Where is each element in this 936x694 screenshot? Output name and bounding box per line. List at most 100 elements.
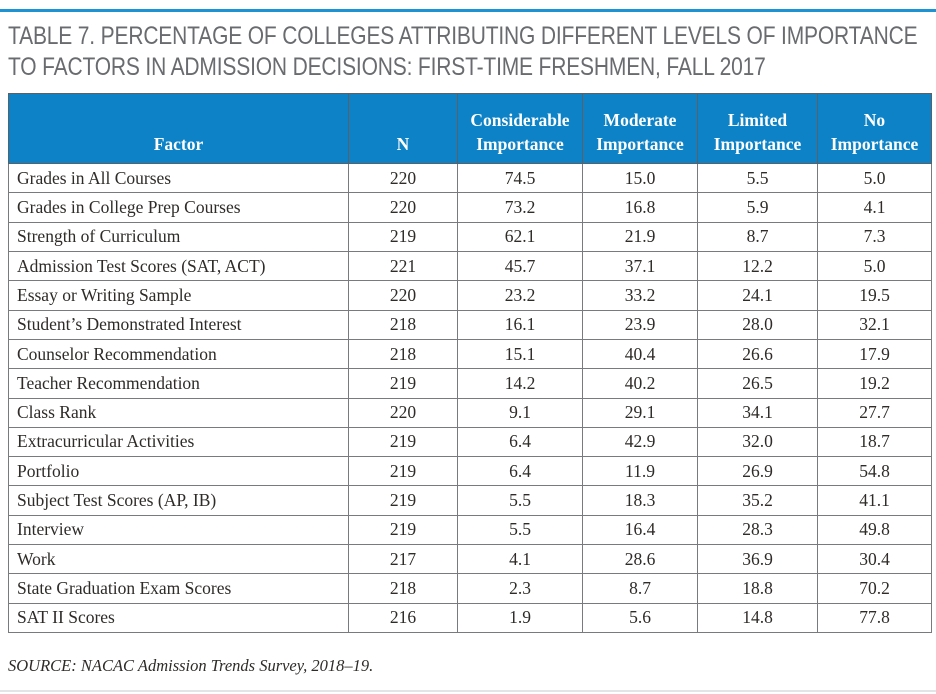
table-row: Extracurricular Activities 219 6.4 42.9 32.0… [8,426,932,458]
bottom-divider [0,690,936,692]
value-cell: 218 [348,338,458,370]
col-header-no-importance: No Importance [817,93,932,164]
value-cell: 26.6 [697,338,818,370]
value-cell: 4.1 [817,192,932,223]
value-cell: 217 [348,544,458,575]
value-cell: 216 [348,602,458,634]
value-cell: 54.8 [817,456,932,487]
value-cell: 12.2 [697,250,818,282]
value-cell: 8.7 [582,573,698,604]
factor-cell: Grades in College Prep Courses [8,192,349,223]
col-header-considerable-importance: Considerable Importance [457,93,583,164]
header-row: Factor N Considerable Importance Moderat… [8,93,932,164]
factor-cell: Essay or Writing Sample [8,280,349,311]
value-cell: 14.8 [697,602,818,634]
col-header-limited-importance: Limited Importance [697,93,818,164]
top-divider [0,9,936,12]
value-cell: 5.5 [697,162,818,194]
table-row: Interview 219 5.5 16.4 28.3 49.8 [8,514,932,546]
value-cell: 15.0 [582,162,698,194]
factor-cell: State Graduation Exam Scores [8,573,349,604]
value-cell: 16.4 [582,514,698,546]
value-cell: 21.9 [582,221,698,252]
value-cell: 19.2 [817,368,932,399]
value-cell: 5.0 [817,250,932,282]
value-cell: 37.1 [582,250,698,282]
value-cell: 7.3 [817,221,932,252]
value-cell: 23.9 [582,309,698,340]
factor-cell: SAT II Scores [8,602,349,634]
value-cell: 40.4 [582,338,698,370]
value-cell: 73.2 [457,192,583,223]
value-cell: 220 [348,280,458,311]
col-header-moderate-importance: Moderate Importance [582,93,698,164]
value-cell: 34.1 [697,397,818,428]
value-cell: 218 [348,309,458,340]
value-cell: 5.6 [582,602,698,634]
value-cell: 6.4 [457,456,583,487]
factor-cell: Work [8,544,349,575]
value-cell: 23.2 [457,280,583,311]
factor-cell: Subject Test Scores (AP, IB) [8,485,349,516]
table-title-line2: TO FACTORS IN ADMISSION DECISIONS: FIRST… [8,53,766,81]
col-header-n: N [348,93,458,164]
factor-cell: Portfolio [8,456,349,487]
value-cell: 18.8 [697,573,818,604]
factor-cell: Interview [8,514,349,546]
table-row: Grades in College Prep Courses 220 73.2 16.… [8,192,932,223]
table-header: Factor N Considerable Importance Moderat… [8,93,932,164]
value-cell: 6.4 [457,426,583,458]
value-cell: 41.1 [817,485,932,516]
table-row: State Graduation Exam Scores 218 2.3 8.7 18.… [8,573,932,604]
value-cell: 5.5 [457,514,583,546]
value-cell: 35.2 [697,485,818,516]
value-cell: 16.1 [457,309,583,340]
factor-cell: Teacher Recommendation [8,368,349,399]
value-cell: 26.9 [697,456,818,487]
factor-cell: Admission Test Scores (SAT, ACT) [8,250,349,282]
value-cell: 28.6 [582,544,698,575]
value-cell: 18.7 [817,426,932,458]
value-cell: 32.1 [817,309,932,340]
value-cell: 15.1 [457,338,583,370]
value-cell: 11.9 [582,456,698,487]
source-note: SOURCE: NACAC Admission Trends Survey, 2… [8,656,374,675]
value-cell: 42.9 [582,426,698,458]
value-cell: 40.2 [582,368,698,399]
value-cell: 18.3 [582,485,698,516]
admission-factors-table: Factor N Considerable Importance Moderat… [8,93,932,634]
factor-cell: Student’s Demonstrated Interest [8,309,349,340]
table-row: Teacher Recommendation 219 14.2 40.2 26.5 19.… [8,368,932,399]
table-title: TABLE 7. PERCENTAGE OF COLLEGES ATTRIBUT… [8,21,918,83]
table-row: Grades in All Courses 220 74.5 15.0 5.5 5.0 [8,162,932,194]
factor-cell: Class Rank [8,397,349,428]
value-cell: 27.7 [817,397,932,428]
factor-cell: Strength of Curriculum [8,221,349,252]
table-row: Student’s Demonstrated Interest 218 16.1 23… [8,309,932,340]
value-cell: 220 [348,397,458,428]
table-row: Essay or Writing Sample 220 23.2 33.2 24.1 19… [8,280,932,311]
value-cell: 45.7 [457,250,583,282]
value-cell: 220 [348,162,458,194]
value-cell: 5.9 [697,192,818,223]
value-cell: 219 [348,368,458,399]
value-cell: 219 [348,456,458,487]
value-cell: 77.8 [817,602,932,634]
table-body: Grades in All Courses 220 74.5 15.0 5.5 5.0 Gr… [8,162,932,634]
value-cell: 28.3 [697,514,818,546]
value-cell: 26.5 [697,368,818,399]
value-cell: 5.0 [817,162,932,194]
factor-cell: Counselor Recommendation [8,338,349,370]
value-cell: 219 [348,221,458,252]
value-cell: 32.0 [697,426,818,458]
table-row: Admission Test Scores (SAT, ACT) 221 45.7 3… [8,250,932,282]
table-row: Class Rank 220 9.1 29.1 34.1 27.7 [8,397,932,428]
value-cell: 1.9 [457,602,583,634]
value-cell: 24.1 [697,280,818,311]
value-cell: 219 [348,426,458,458]
value-cell: 5.5 [457,485,583,516]
value-cell: 16.8 [582,192,698,223]
value-cell: 33.2 [582,280,698,311]
value-cell: 221 [348,250,458,282]
value-cell: 74.5 [457,162,583,194]
